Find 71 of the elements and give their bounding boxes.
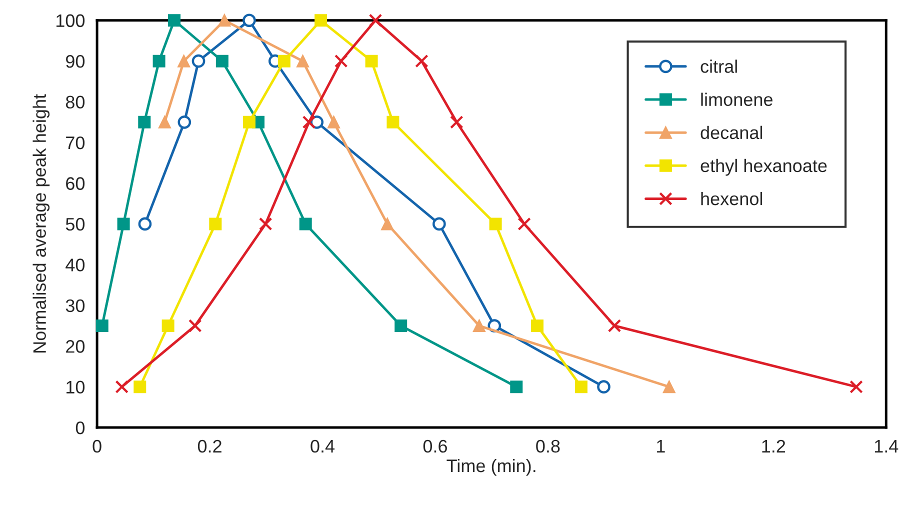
point [518,217,531,231]
point [299,218,312,230]
point [278,54,290,68]
x-tick-label: 1.4 [874,440,898,452]
point [328,116,340,128]
x-tick-label: 1 [657,440,665,452]
x-axis-title: Time (min). [446,458,536,476]
point [386,116,400,128]
x-tick-label: 0.2 [198,440,222,453]
point [510,380,523,394]
y-tick-label: 50 [66,218,85,231]
point [178,115,192,129]
point [394,320,408,332]
point [162,320,174,332]
point [218,14,231,27]
point [450,115,464,129]
legend-label: hexenol [701,192,762,206]
y-tick-label: 10 [66,380,85,394]
point [314,14,328,27]
point [597,380,610,394]
point [381,218,394,230]
y-tick-label: 80 [66,96,85,109]
point [415,54,428,68]
point [168,14,181,27]
legend-label: ethyl hexanoate [700,158,827,176]
point [178,54,190,68]
point [258,217,272,231]
point [574,380,588,394]
point [242,116,256,128]
point [531,320,544,332]
point [489,218,502,230]
point [96,320,108,332]
point [117,218,130,230]
point [368,14,382,28]
y-tick-label: 30 [66,299,85,312]
point [138,116,151,128]
point [115,380,129,394]
legend-label: decanal [700,126,762,140]
y-tick-label: 90 [66,55,85,68]
y-tick-label: 60 [66,177,85,190]
y-tick-label: 40 [66,258,85,272]
x-tick-label: 0.6 [423,440,447,453]
point [365,54,378,68]
point [192,54,206,68]
x-tick-label: 0.8 [536,440,560,453]
point [158,116,171,128]
x-tick-label: 1.2 [762,440,786,452]
y-tick-label: 0 [76,421,85,434]
y-tick-label: 70 [66,136,85,150]
y-tick-label: 100 [56,14,85,28]
point [138,217,152,231]
point [134,380,146,394]
point [296,54,310,68]
point [242,14,256,28]
point [302,115,316,129]
point [188,319,202,332]
point [209,218,222,230]
point [662,380,676,394]
point [608,319,622,332]
y-axis-title: Normalised average peak height [32,94,50,352]
point [334,54,348,68]
legend-label: citral [700,60,737,73]
point [850,380,863,394]
point [432,217,446,231]
point [152,54,166,68]
x-tick-label: 0.4 [310,440,335,453]
legend-label: limonene [701,92,772,106]
x-tick-label: 0 [92,440,102,453]
point [472,320,486,332]
point [216,54,228,68]
y-tick-label: 20 [66,340,85,353]
